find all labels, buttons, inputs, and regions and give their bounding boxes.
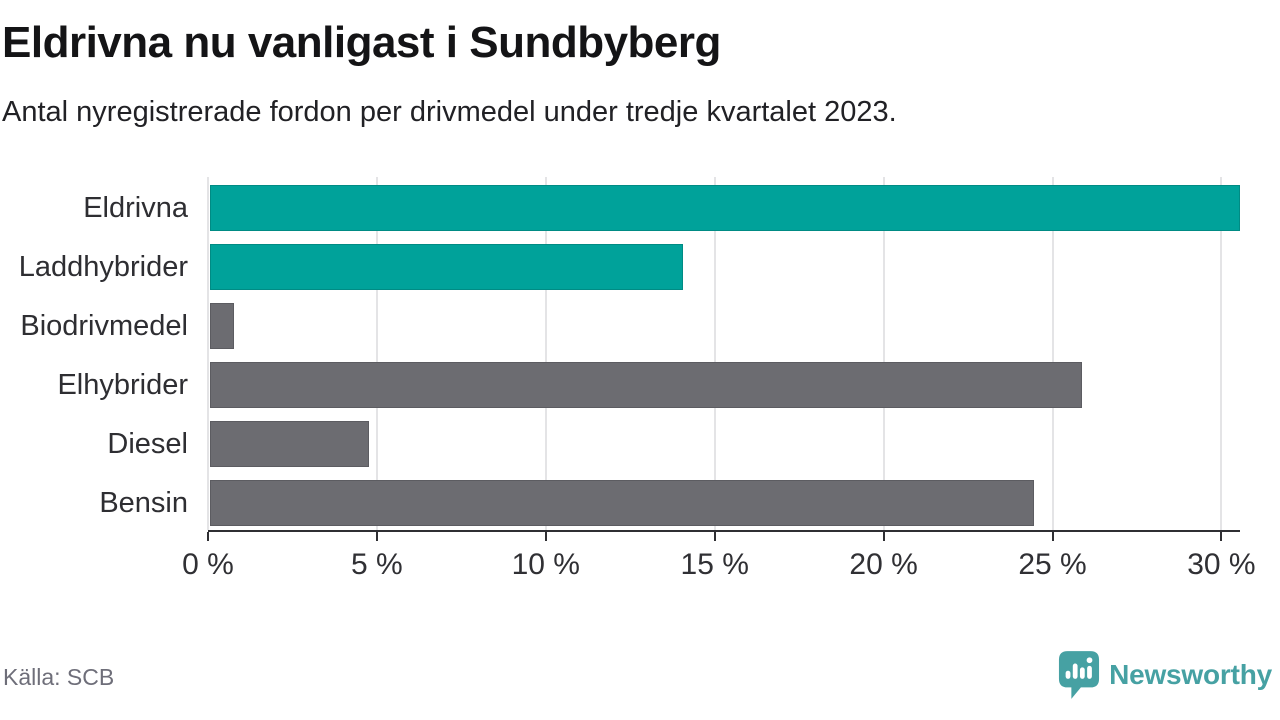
x-axis-tick-25 [1051, 532, 1054, 541]
y-axis-label-eldrivna: Eldrivna [83, 192, 188, 224]
gridline-15 [713, 177, 716, 530]
y-axis-label-bensin: Bensin [99, 487, 188, 519]
x-axis-tick-label-20: 20 % [849, 548, 918, 581]
x-axis-tick-label-5: 5 % [351, 548, 403, 581]
y-axis-label-diesel: Diesel [107, 428, 188, 460]
newsworthy-wordmark: Newsworthy [1109, 659, 1272, 690]
newsworthy-bubble-chart-icon [1059, 651, 1100, 699]
chart-title: Eldrivna nu vanligast i Sundbyberg [2, 18, 721, 67]
x-axis-tick-0 [207, 532, 209, 541]
bar-elhybrider [210, 362, 1082, 408]
gridline-0 [207, 177, 209, 530]
x-axis-tick-15 [713, 532, 716, 541]
x-axis-tick-label-15: 15 % [680, 548, 749, 581]
newsworthy-logo: Newsworthy [1058, 650, 1272, 700]
bar-eldrivna [210, 185, 1241, 231]
y-axis-label-laddhybrider: Laddhybrider [18, 251, 188, 283]
x-axis-tick-10 [544, 532, 547, 541]
source-note: Källa: SCB [3, 664, 115, 690]
bar-bensin [210, 480, 1035, 526]
y-axis-label-elhybrider: Elhybrider [57, 369, 188, 401]
gridline-30 [1220, 177, 1223, 530]
gridline-25 [1051, 177, 1054, 530]
gridline-5 [375, 177, 378, 530]
x-axis-tick-label-30: 30 % [1187, 548, 1256, 581]
bar-biodrivmedel [210, 303, 234, 349]
plot-area [207, 177, 1241, 541]
bar-diesel [210, 421, 369, 467]
x-axis-tick-label-25: 25 % [1018, 548, 1087, 581]
x-axis-tick-label-0: 0 % [182, 548, 234, 581]
y-axis-label-biodrivmedel: Biodrivmedel [20, 310, 188, 342]
gridline-20 [882, 177, 885, 530]
gridline-10 [544, 177, 547, 530]
bar-laddhybrider [210, 244, 683, 290]
x-axis-tick-label-10: 10 % [511, 548, 580, 581]
chart-subtitle: Antal nyregistrerade fordon per drivmede… [2, 96, 897, 128]
x-axis-tick-30 [1220, 532, 1223, 541]
x-axis-tick-5 [375, 532, 378, 541]
x-axis-tick-20 [882, 532, 885, 541]
